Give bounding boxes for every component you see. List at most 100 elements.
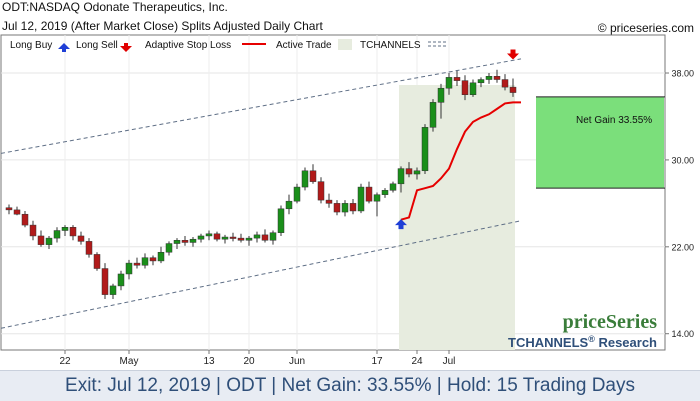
candle-body [493,76,501,80]
candle-body [413,170,421,175]
x-tick-label: May [120,356,139,367]
candle-body [181,240,189,243]
candle-body [501,79,509,88]
chart-title: ODT:NASDAQ Odonate Therapeutics, Inc. [2,0,228,14]
active-trade-band [399,85,515,350]
candle-body [365,186,373,202]
active-trade-region [399,85,515,350]
y-tick-label: 14.00 [671,329,694,339]
candle-body [125,262,133,275]
candle-body [109,285,117,295]
candle-body [101,268,109,295]
candle-body [333,203,341,213]
adaptive-stop-line [400,101,521,221]
candle-body [21,213,29,226]
candle-body [157,251,165,262]
candle-body [445,77,453,89]
candle-body [149,257,157,262]
candle-body [357,186,365,212]
candle-body [389,183,397,191]
candle-body [93,254,101,269]
priceseries-logo: priceSeries [563,311,658,333]
candle-body [61,227,69,231]
tchannels-research-brand: TCHANNELS® Research [508,334,657,350]
candle-body [293,186,301,202]
x-tick-label: 22 [59,356,71,367]
candle-body [397,168,405,185]
y-tick-label: 22.00 [671,242,694,252]
net-gain-label: Net Gain 33.55% [576,115,652,126]
candle-body [301,170,309,188]
candle-body [253,234,261,239]
plot-area [0,34,666,351]
trade-arrows [395,49,519,230]
candle-body [141,257,149,266]
candle-body [77,235,85,242]
net-gain-box [536,96,665,189]
candle-body [205,233,213,237]
trade-summary-footer: Exit: Jul 12, 2019 | ODT | Net Gain: 33.… [0,370,700,401]
candle-body [309,170,317,182]
candle-body [317,181,325,201]
candle-body [269,232,277,241]
y-tick-label: 38.00 [671,69,694,79]
legend-active-trade-label: Active Trade [276,40,332,51]
candle-body [509,86,517,93]
legend: Long Buy Long Sell Adaptive Stop Loss Ac… [10,39,448,52]
x-tick-label: Jul [443,356,456,367]
candle-body [341,203,349,213]
copyright-text: © priceseries.com [597,21,694,35]
candle-body [469,82,477,95]
buy-arrow-icon [395,219,407,230]
candle-body [189,238,197,243]
candle-body [477,79,485,84]
channel-lower-line [0,220,522,329]
x-tick-label: 20 [243,356,255,367]
candle-body [421,127,429,172]
chart-subtitle: Jul 12, 2019 (After Market Close) Splits… [2,19,323,33]
candle-body [325,199,333,204]
candle-body [213,233,221,240]
candle-body [53,230,61,239]
legend-adaptive-stop-label: Adaptive Stop Loss [145,40,231,51]
candle-body [373,194,381,202]
x-tick-label: 24 [411,356,423,367]
sell-arrow-icon [507,49,519,60]
candle-body [85,241,93,255]
candle-body [173,240,181,244]
net-gain-fill [536,96,664,189]
candle-body [245,237,253,241]
long-sell-arrow-icon [120,43,132,52]
candle-body [485,76,493,80]
candle-body [237,237,245,241]
candle-body [69,227,77,237]
long-buy-arrow-icon [58,43,70,52]
candle-body [5,207,13,211]
candle-body [285,200,293,210]
candle-body [429,102,437,128]
candle-body [133,262,141,266]
tchannels [0,58,522,329]
candle-body [453,77,461,81]
candle-body [117,273,125,287]
legend-long-sell-label: Long Sell [76,40,118,51]
candle-body [437,87,445,103]
y-tick-label: 30.00 [671,155,694,165]
candle-body [277,208,285,233]
x-tick-label: 17 [371,356,383,367]
candle-body [45,237,53,245]
candle-body [165,243,173,253]
axes: 14.00 22.00 30.00 38.00 22 May 13 20 Jun 17 24 Jul [59,69,694,367]
candle-body [261,234,269,241]
candle-body [37,235,45,245]
branding: priceSeries TCHANNELS® Research [508,311,657,350]
legend-tchannels-label: TCHANNELS [360,40,421,51]
candlesticks [5,69,517,299]
candle-body [349,203,357,212]
x-tick-label: 13 [203,356,215,367]
active-trade-swatch-icon [338,39,352,50]
candle-body [405,168,413,175]
candle-body [221,236,229,240]
